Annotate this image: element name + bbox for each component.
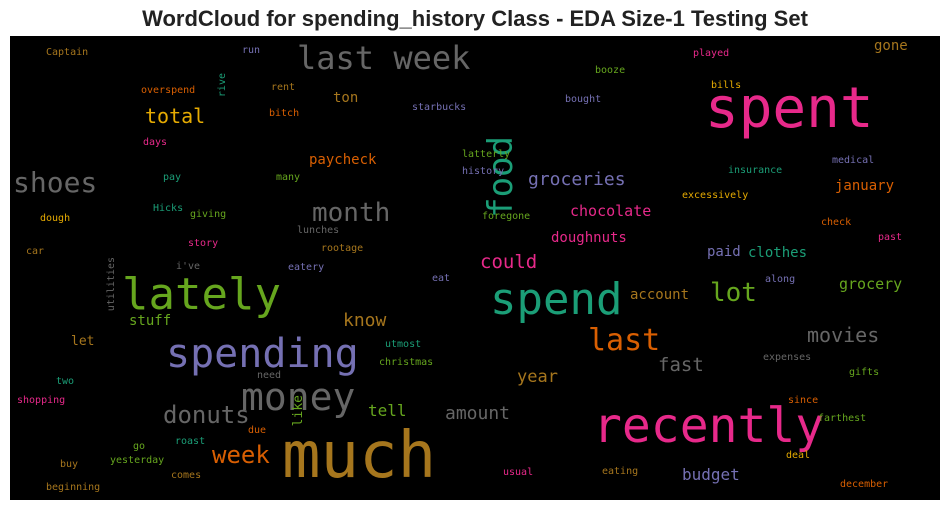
word-bitch: bitch	[269, 109, 299, 119]
word-rive: rive	[218, 73, 228, 97]
word-stuff: stuff	[129, 314, 171, 328]
word-farthest: farthest	[818, 414, 866, 424]
word-groceries: groceries	[528, 171, 626, 189]
word-i-ve: i've	[176, 262, 200, 272]
word-beginning: beginning	[46, 483, 100, 493]
word-clothes: clothes	[748, 246, 807, 260]
word-overspend: overspend	[141, 86, 195, 96]
word-days: days	[143, 138, 167, 148]
word-giving: giving	[190, 210, 226, 220]
word-pay: pay	[163, 173, 181, 183]
word-due: due	[248, 426, 266, 436]
word-buy: buy	[60, 460, 78, 470]
word-much: much	[282, 424, 436, 488]
word-roast: roast	[175, 437, 205, 447]
word-foregone: foregone	[482, 212, 530, 222]
word-paid: paid	[707, 245, 741, 259]
word-along: along	[765, 275, 795, 285]
word-budget: budget	[682, 467, 740, 483]
word-booze: booze	[595, 66, 625, 76]
word-story: story	[188, 239, 218, 249]
word-amount: amount	[445, 405, 510, 423]
word-rent: rent	[271, 83, 295, 93]
wordcloud-canvas: much spent spend recently lately spending mone…	[10, 36, 940, 500]
word-bills: bills	[711, 81, 741, 91]
word-eatery: eatery	[288, 263, 324, 273]
word-paycheck: paycheck	[309, 153, 376, 167]
word-january: january	[835, 179, 894, 193]
word-fast: fast	[658, 356, 704, 375]
word-let: let	[71, 335, 94, 348]
word-rootage: rootage	[321, 244, 363, 254]
word-donuts: donuts	[163, 403, 250, 427]
word-utmost: utmost	[385, 340, 421, 350]
word-last: last	[588, 326, 660, 356]
word-last-week: last week	[297, 42, 470, 74]
word-spend: spend	[490, 278, 622, 322]
word-gifts: gifts	[849, 368, 879, 378]
word-shopping: shopping	[17, 396, 65, 406]
word-many: many	[276, 173, 300, 183]
word-account: account	[630, 288, 689, 302]
word-since: since	[788, 396, 818, 406]
word-lunches: lunches	[297, 226, 339, 236]
word-usual: usual	[503, 468, 533, 478]
word-run: run	[242, 46, 260, 56]
word-could: could	[480, 253, 537, 272]
word-week: week	[212, 443, 270, 467]
word-month: month	[312, 200, 390, 226]
word-chocolate: chocolate	[570, 204, 651, 219]
word-yesterday: yesterday	[110, 456, 164, 466]
word-december: december	[840, 480, 888, 490]
word-know: know	[343, 312, 386, 330]
word-deal: deal	[786, 451, 810, 461]
word-recently: recently	[593, 402, 824, 450]
word-dough: dough	[40, 214, 70, 224]
word-utilities: utilities	[107, 257, 117, 311]
word-lot: lot	[710, 280, 757, 306]
word-insurance: insurance	[728, 166, 782, 176]
word-christmas: christmas	[379, 358, 433, 368]
word-latterly: latterly	[462, 150, 510, 160]
word-like: like	[292, 395, 305, 426]
word-history: history	[462, 167, 504, 177]
word-tell: tell	[368, 403, 407, 419]
word-gone: gone	[874, 39, 908, 53]
word-expenses: expenses	[763, 353, 811, 363]
word-starbucks: starbucks	[412, 103, 466, 113]
word-car: car	[26, 247, 44, 257]
word-bought: bought	[565, 95, 601, 105]
word-hicks: Hicks	[153, 204, 183, 214]
word-past: past	[878, 233, 902, 243]
word-spending: spending	[166, 334, 359, 374]
word-doughnuts: doughnuts	[551, 231, 627, 245]
word-medical: medical	[832, 156, 874, 166]
word-two: two	[56, 377, 74, 387]
word-comes: comes	[171, 471, 201, 481]
word-ton: ton	[333, 91, 358, 105]
word-grocery: grocery	[839, 277, 902, 292]
word-check: check	[821, 218, 851, 228]
word-year: year	[517, 369, 558, 386]
chart-title: WordCloud for spending_history Class - E…	[0, 6, 950, 32]
word-played: played	[693, 49, 729, 59]
word-captain: Captain	[46, 48, 88, 58]
word-excessively: excessively	[682, 191, 748, 201]
word-go: go	[133, 442, 145, 452]
word-eat: eat	[432, 274, 450, 284]
word-lately: lately	[122, 273, 281, 317]
word-movies: movies	[807, 325, 879, 345]
word-total: total	[145, 106, 205, 126]
word-shoes: shoes	[13, 169, 97, 197]
word-eating: eating	[602, 467, 638, 477]
word-need: need	[257, 371, 281, 381]
